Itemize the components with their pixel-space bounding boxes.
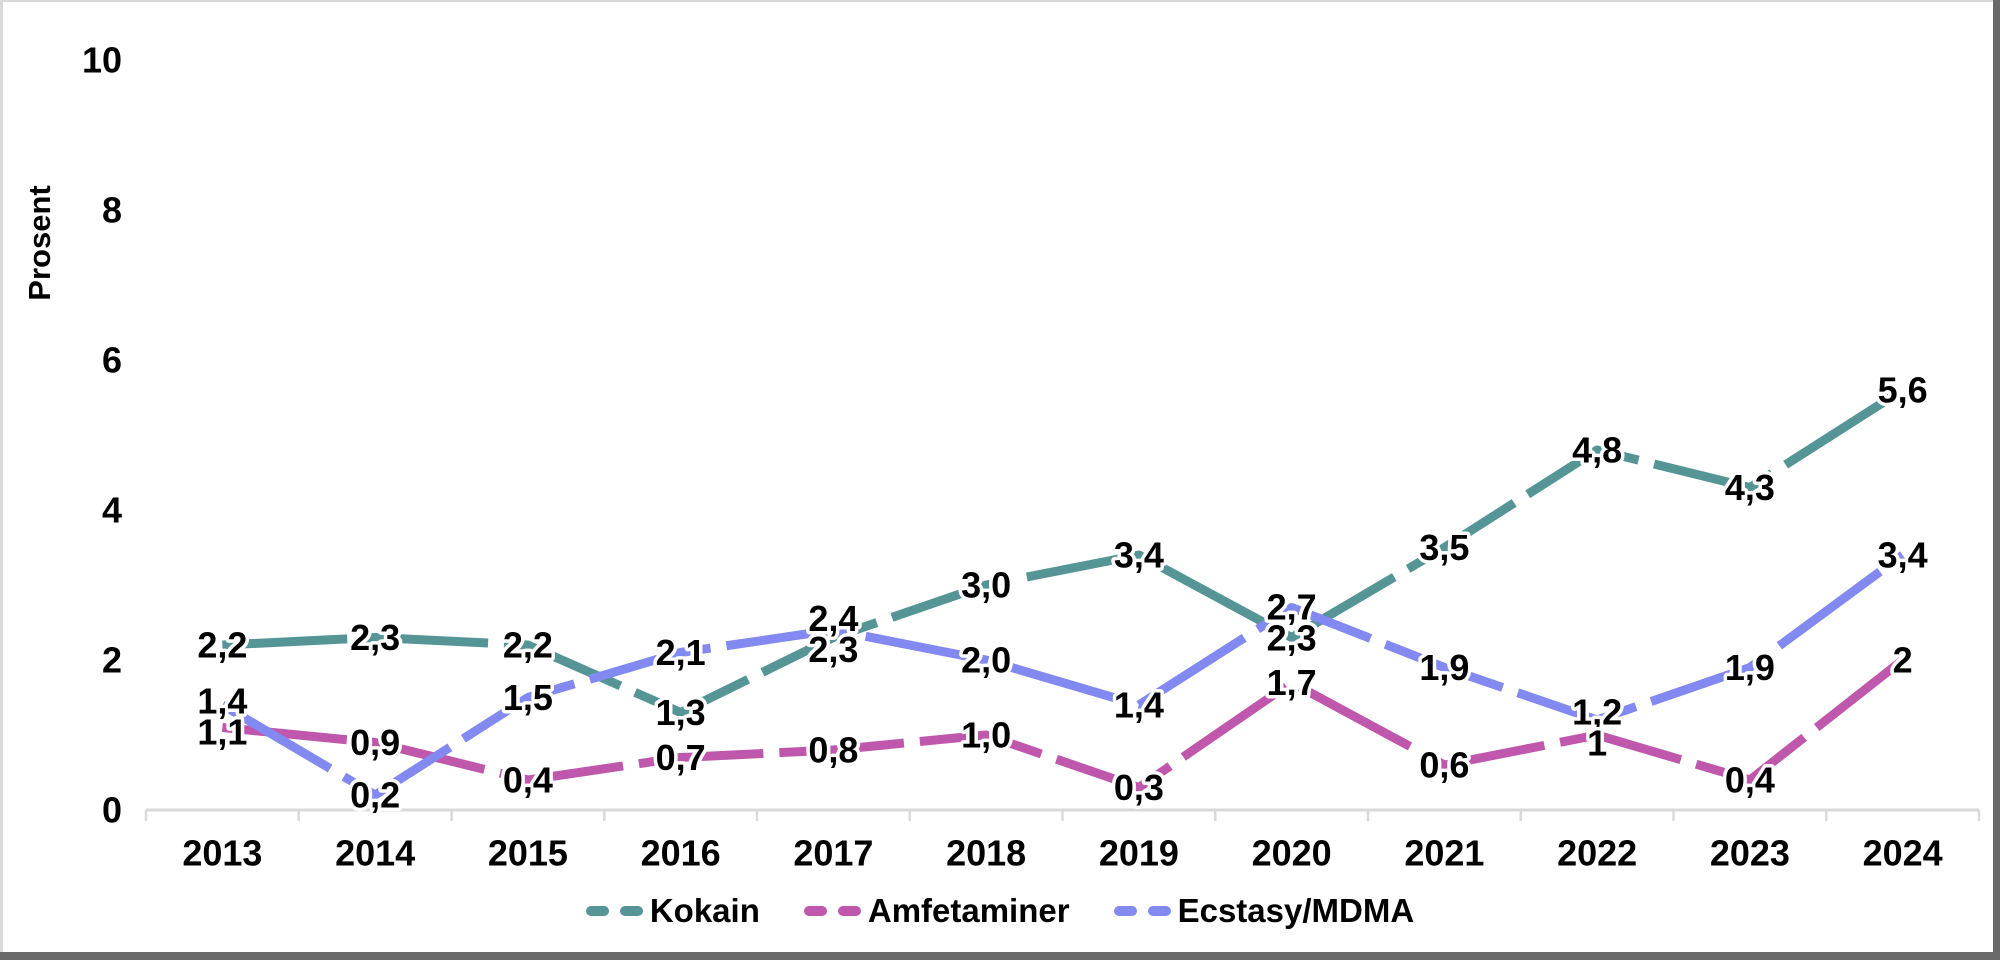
legend-dash-icon [585, 905, 609, 916]
data-label-amfetaminer-2021: 0,6 [1419, 745, 1469, 786]
x-tick-label-2020: 2020 [1252, 833, 1332, 874]
y-tick-label: 4 [102, 490, 122, 531]
data-label-amfetaminer-2013: 1,1 [197, 711, 247, 752]
y-tick-label: 2 [102, 640, 122, 681]
legend-dash-icon [803, 905, 827, 916]
data-label-amfetaminer-2020: 1,7 [1267, 662, 1317, 703]
data-label-amfetaminer-2023: 0,4 [1725, 760, 1775, 801]
y-axis-tick-labels: 0 2 4 6 8 10 [82, 40, 122, 831]
y-tick-label: 8 [102, 190, 122, 231]
data-label-kokain-2015: 2,2 [503, 625, 553, 666]
series-line-amfetaminer [221, 656, 1906, 792]
data-label-ecstasy-mdma-2015: 1,5 [503, 677, 553, 718]
data-label-ecstasy-mdma-2014: 0,2 [350, 775, 400, 816]
chart-legend: Kokain Amfetaminer Ecstasy/MDMA [0, 894, 2000, 927]
frame-border-right [1993, 0, 2000, 960]
data-label-ecstasy-mdma-2022: 1,2 [1572, 692, 1622, 733]
data-label-ecstasy-mdma-2018: 2,0 [961, 640, 1011, 681]
x-tick-label-2022: 2022 [1557, 833, 1637, 874]
data-label-kokain-2014: 2,3 [350, 617, 400, 658]
data-label-ecstasy-mdma-2013: 1,4 [197, 680, 247, 721]
legend-dashed-line-icon [585, 905, 643, 916]
x-tick-label-2023: 2023 [1710, 833, 1790, 874]
data-label-amfetaminer-2014: 0,9 [350, 722, 400, 763]
frame-border-top [0, 0, 2000, 2]
data-label-ecstasy-mdma-2017: 2,4 [808, 598, 858, 639]
data-label-kokain-2016: 1,3 [656, 692, 706, 733]
x-axis [144, 808, 1981, 821]
x-tick-label-2018: 2018 [946, 833, 1026, 874]
legend-dash-icon [1147, 905, 1171, 916]
frame-border-left [0, 0, 3, 960]
y-axis-title: Prosent [22, 185, 57, 300]
data-label-kokain-2018: 3,0 [961, 565, 1011, 606]
frame-border-bottom [0, 952, 2000, 960]
data-label-amfetaminer-2017: 0,8 [808, 730, 858, 771]
data-labels: 2,21,41,12,30,90,22,21,50,42,11,30,72,42… [194, 366, 1931, 819]
legend-label-kokain: Kokain [649, 892, 760, 929]
y-tick-label: 10 [82, 40, 122, 81]
data-label-amfetaminer-2022: 1 [1587, 723, 1607, 764]
legend-item-amfetaminer: Amfetaminer [803, 892, 1070, 929]
data-label-ecstasy-mdma-2021: 1,9 [1419, 647, 1469, 688]
data-label-kokain-2019: 3,4 [1114, 535, 1164, 576]
data-label-amfetaminer-2024: 2 [1893, 640, 1913, 681]
data-label-kokain-2017: 2,3 [808, 629, 858, 670]
data-label-kokain-2021: 3,5 [1419, 527, 1469, 568]
data-label-ecstasy-mdma-2023: 1,9 [1725, 647, 1775, 688]
x-axis-labels: 2013 2014 2015 2016 2017 2018 2019 2020 2021 2022… [182, 833, 1942, 874]
legend-dashed-line-icon [803, 905, 861, 916]
data-label-kokain-2020: 2,3 [1267, 618, 1317, 659]
data-label-amfetaminer-2019: 0,3 [1114, 767, 1164, 808]
legend-item-ecstasy-mdma: Ecstasy/MDMA [1113, 892, 1415, 929]
series-line-kokain [222, 386, 1906, 717]
legend-label-amfetaminer: Amfetaminer [867, 892, 1070, 929]
data-label-kokain-2022: 4,8 [1572, 430, 1622, 471]
x-tick-label-2021: 2021 [1404, 833, 1484, 874]
data-label-kokain-2013: 2,2 [197, 625, 247, 666]
x-tick-label-2013: 2013 [182, 833, 262, 874]
x-tick-label-2016: 2016 [641, 833, 721, 874]
legend-dash-icon [619, 905, 643, 916]
series-line-ecstasy-mdma [220, 551, 1906, 800]
x-tick-label-2015: 2015 [488, 833, 568, 874]
legend-item-kokain: Kokain [585, 892, 760, 929]
data-label-amfetaminer-2015: 0,4 [503, 760, 553, 801]
y-tick-label: 6 [102, 340, 122, 381]
x-tick-label-2017: 2017 [793, 833, 873, 874]
x-tick-label-2024: 2024 [1863, 833, 1943, 874]
data-label-ecstasy-mdma-2016: 2,1 [656, 632, 706, 673]
x-tick-label-2019: 2019 [1099, 833, 1179, 874]
data-label-ecstasy-mdma-2024: 3,4 [1878, 535, 1928, 576]
legend-dash-icon [1113, 905, 1137, 916]
data-label-kokain-2024: 5,6 [1878, 370, 1928, 411]
data-label-ecstasy-mdma-2019: 1,4 [1114, 685, 1164, 726]
legend-dashed-line-icon [1113, 905, 1171, 916]
series-lines [220, 386, 1906, 800]
data-label-amfetaminer-2016: 0,7 [656, 737, 706, 778]
y-tick-label: 0 [102, 790, 122, 831]
data-label-amfetaminer-2018: 1,0 [961, 715, 1011, 756]
x-tick-label-2014: 2014 [335, 833, 415, 874]
legend-dash-icon [837, 905, 861, 916]
legend-label-ecstasy-mdma: Ecstasy/MDMA [1177, 892, 1415, 929]
data-label-kokain-2023: 4,3 [1725, 467, 1775, 508]
data-label-ecstasy-mdma-2020: 2,7 [1267, 587, 1317, 628]
